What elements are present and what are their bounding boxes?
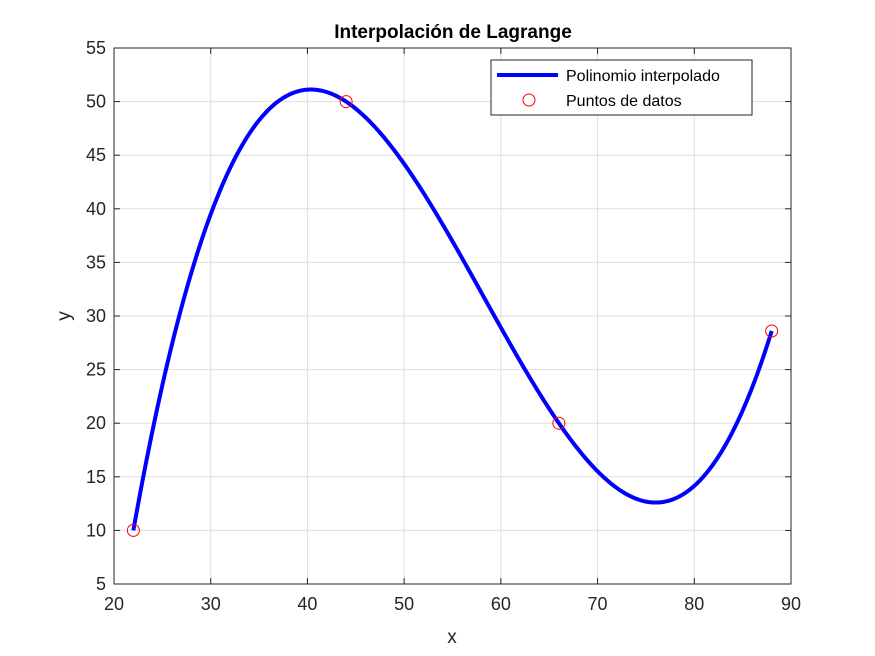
y-tick-label: 35 [86,252,106,272]
y-tick-label: 30 [86,306,106,326]
y-tick-label: 20 [86,413,106,433]
y-tick-label: 10 [86,520,106,540]
legend-box [490,59,753,116]
legend: Polinomio interpolado Puntos de datos [490,59,753,116]
y-tick-label: 45 [86,145,106,165]
x-axis-label: x [447,627,457,648]
x-tick-label: 70 [588,594,608,614]
x-tick-label: 80 [684,594,704,614]
data-point [765,324,779,338]
x-tick-label: 90 [781,594,801,614]
x-tick-labels: 20 30 40 50 60 70 80 90 [104,594,801,614]
legend-label-polinomio: Polinomio interpolado [566,68,720,85]
y-tick-label: 50 [86,92,106,112]
series-line-polinomio [131,87,774,531]
x-tick-label: 60 [491,594,511,614]
y-tick-label: 15 [86,467,106,487]
y-tick-label: 40 [86,199,106,219]
y-tick-label: 55 [86,38,106,58]
plot-series [126,87,779,537]
x-tick-label: 50 [394,594,414,614]
x-tick-label: 20 [104,594,124,614]
legend-label-puntos: Puntos de datos [566,93,682,110]
y-tick-label: 5 [96,574,106,594]
y-axis-label: y [54,311,75,321]
data-point [552,416,566,430]
ticks [113,47,792,585]
data-point [126,523,140,537]
chart-title: Interpolación de Lagrange [334,22,572,43]
x-tick-label: 40 [297,594,317,614]
y-tick-labels: 5 10 15 20 25 30 35 40 45 50 55 [86,38,106,594]
x-tick-label: 30 [201,594,221,614]
legend-marker-swatch [522,93,536,107]
y-tick-label: 25 [86,360,106,380]
data-point [339,95,353,109]
